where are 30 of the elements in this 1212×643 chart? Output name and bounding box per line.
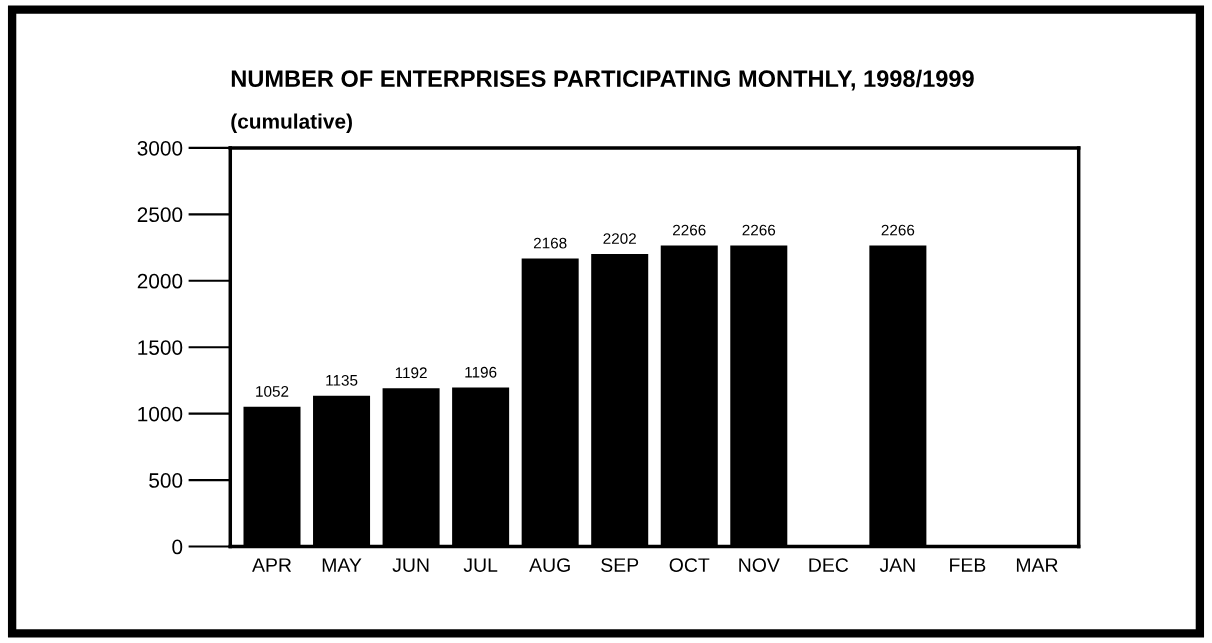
y-tick-label: 1000 xyxy=(138,406,183,422)
data-label: 1135 xyxy=(326,374,358,386)
x-tick-label: JUL xyxy=(463,558,498,572)
data-label: 2168 xyxy=(533,237,567,249)
x-tick-label: MAR xyxy=(1016,558,1058,572)
data-label: 2266 xyxy=(673,224,706,236)
y-tick-label: 2500 xyxy=(137,207,183,223)
x-tick-label: AUG xyxy=(529,558,570,572)
x-tick-label: JUN xyxy=(392,558,429,572)
x-tick-label: JAN xyxy=(879,558,915,572)
x-tick-label: SEP xyxy=(601,558,639,572)
y-tick-label: 1500 xyxy=(138,340,183,355)
data-label: 2266 xyxy=(881,224,915,236)
x-tick-label: DEC xyxy=(809,558,849,572)
chart-subtitle: (cumulative) xyxy=(231,113,352,133)
chart-title: NUMBER OF ENTERPRISES PARTICIPATING MONTHLY, 1998/1999 xyxy=(231,69,974,91)
y-tick-label: 500 xyxy=(149,473,183,488)
x-tick-label: FEB xyxy=(950,558,986,572)
data-label: 1192 xyxy=(395,367,427,379)
data-label: 1196 xyxy=(465,366,497,378)
data-label: 2266 xyxy=(742,224,776,236)
x-tick-label: MAY xyxy=(322,558,362,572)
x-tick-label: OCT xyxy=(669,558,710,572)
y-tick-label: 2000 xyxy=(137,273,183,289)
x-tick-label: NOV xyxy=(739,558,780,572)
data-label: 1052 xyxy=(256,385,289,397)
x-tick-label: APR xyxy=(252,558,292,572)
y-tick-label: 0 xyxy=(172,539,183,555)
data-label: 2202 xyxy=(603,233,636,244)
y-tick-label: 3000 xyxy=(137,140,183,156)
